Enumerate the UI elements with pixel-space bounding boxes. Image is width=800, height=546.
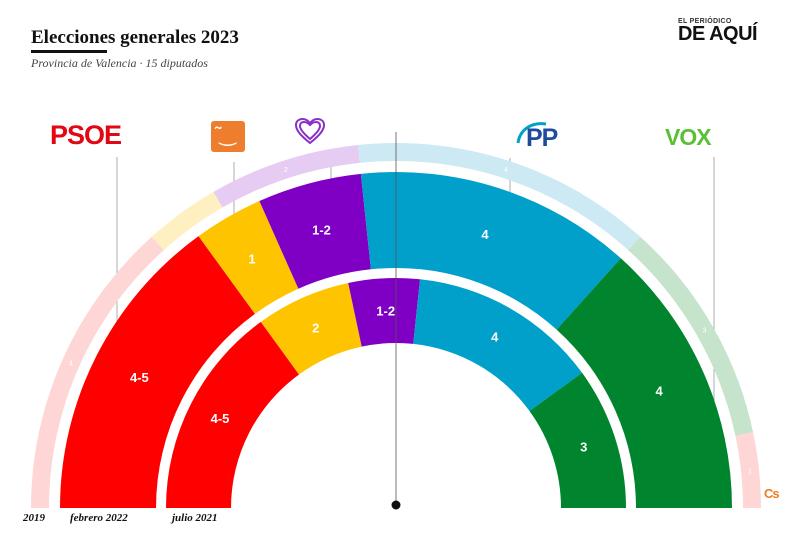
seat-label-sumar-ring-1: 1-2 bbox=[312, 223, 331, 238]
seat-label-compromis-ring-2: 2 bbox=[312, 320, 319, 335]
seat-segment-cs-ring-0 bbox=[735, 432, 761, 508]
center-dot bbox=[391, 500, 401, 510]
brand-logo: EL PERIÓDICO DE AQUÍ bbox=[678, 18, 762, 45]
seat-segment-compromis-ring-1 bbox=[198, 201, 299, 314]
chart-subtitle: Provincia de Valencia · 15 diputados bbox=[31, 56, 208, 70]
seat-label-psoe-ring-1: 4-5 bbox=[130, 370, 149, 385]
seat-label-sumar-ring-2: 1-2 bbox=[376, 304, 395, 319]
seat-segment-vox-ring-1 bbox=[556, 258, 732, 508]
seat-segment-psoe-ring-2 bbox=[166, 321, 300, 508]
seat-label-vox-ring-0: 3 bbox=[702, 328, 706, 335]
ring-label-febrero-2022: febrero 2022 bbox=[70, 512, 128, 524]
seat-segment-pp-ring-1 bbox=[360, 171, 621, 330]
cs-logo: Cs bbox=[764, 486, 780, 501]
seat-segment-vox-ring-2 bbox=[529, 372, 626, 508]
title-underline bbox=[31, 50, 107, 53]
ring-label-julio-2021: julio 2021 bbox=[172, 512, 218, 524]
rings-layer: 4 2 4 3 1 4-5 1 1-2 4 4 4-5 2 1-2 4 3 bbox=[31, 143, 761, 509]
seat-label-psoe-ring-2: 4-5 bbox=[211, 411, 230, 426]
seat-segment-compromis-ring-2 bbox=[260, 283, 362, 375]
seat-segment-psoe-ring-1 bbox=[60, 236, 255, 509]
psoe-logo: PSOE bbox=[50, 120, 122, 150]
seat-label-vox-ring-2: 3 bbox=[580, 440, 587, 455]
chart-title: Elecciones generales 2023 bbox=[31, 27, 239, 48]
seat-segment-vox-ring-0 bbox=[628, 236, 754, 436]
sumar-heart-icon bbox=[294, 117, 326, 150]
seat-label-pp-ring-1: 4 bbox=[481, 227, 489, 242]
pp-logo: PP bbox=[514, 119, 568, 164]
seat-label-pp-ring-0: 4 bbox=[504, 167, 508, 174]
compromis-logo-glyph: ˜‿ bbox=[215, 124, 236, 146]
ring-label-2019: 2019 bbox=[23, 512, 45, 524]
seat-segment-sumar-ring-1 bbox=[259, 173, 371, 289]
seat-label-pp-ring-2: 4 bbox=[491, 330, 499, 345]
compromis-logo: ˜‿ bbox=[211, 121, 245, 152]
seat-segment-pp-ring-2 bbox=[413, 279, 583, 412]
seat-segment-psoe-ring-0 bbox=[31, 236, 164, 508]
seat-segment-sumar-ring-0 bbox=[213, 145, 360, 208]
seat-label-sumar-ring-0: 2 bbox=[284, 167, 288, 174]
seat-label-compromis-ring-1: 1 bbox=[248, 251, 255, 266]
brand-logo-top: EL PERIÓDICO bbox=[678, 18, 732, 25]
seat-segment-pp-ring-0 bbox=[357, 143, 641, 251]
seat-label-vox-ring-1: 4 bbox=[655, 384, 663, 399]
seat-segment-compromis-ring-0 bbox=[151, 191, 223, 251]
brand-logo-main: DE AQUÍ bbox=[678, 23, 758, 45]
seat-label-psoe-ring-0: 4 bbox=[69, 361, 73, 368]
seat-label-cs-ring-0: 1 bbox=[748, 468, 752, 475]
seat-segment-sumar-ring-2 bbox=[348, 278, 421, 347]
vox-logo: VOX bbox=[665, 124, 712, 150]
pp-logo-text: PP bbox=[526, 124, 558, 152]
